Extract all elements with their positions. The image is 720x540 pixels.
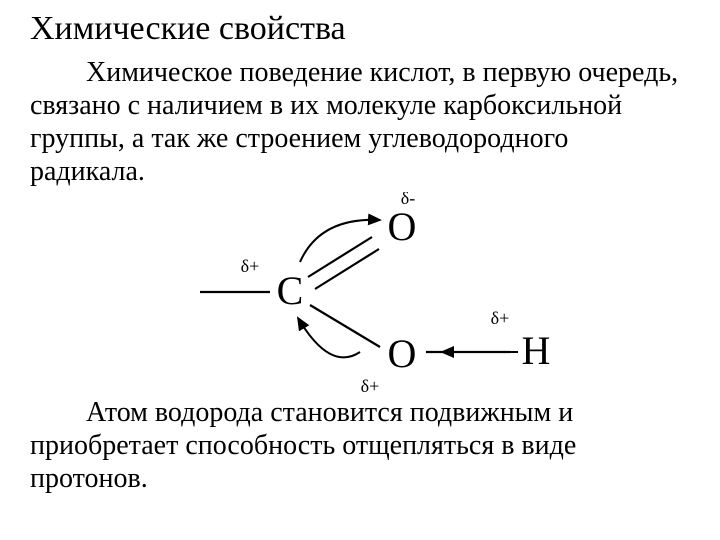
bond-c-o-single <box>310 305 380 347</box>
carboxyl-svg: C O O H δ- δ+ δ+ δ+ <box>30 192 720 392</box>
delta-plus-lower-o: δ+ <box>361 376 380 392</box>
delta-plus-c: δ+ <box>241 256 260 276</box>
atom-h: H <box>522 328 551 373</box>
atom-o-lower: O <box>388 331 417 376</box>
arrow-to-c <box>298 318 360 357</box>
bond-c-o-double-2 <box>315 249 379 289</box>
delta-plus-h: δ+ <box>491 308 510 328</box>
conclusion-paragraph: Атом водорода становится подвижным и при… <box>30 396 690 495</box>
bond-c-o-double-1 <box>308 237 372 277</box>
page-title: Химические свойства <box>30 10 690 48</box>
document-page: Химические свойства Химическое поведение… <box>0 0 720 540</box>
atom-o-upper: O <box>388 204 417 249</box>
intro-paragraph: Химическое поведение кислот, в первую оч… <box>30 56 690 188</box>
atom-c: C <box>277 268 304 313</box>
delta-minus-upper-o: δ- <box>401 192 415 208</box>
carboxyl-diagram: C O O H δ- δ+ δ+ δ+ <box>30 192 690 392</box>
